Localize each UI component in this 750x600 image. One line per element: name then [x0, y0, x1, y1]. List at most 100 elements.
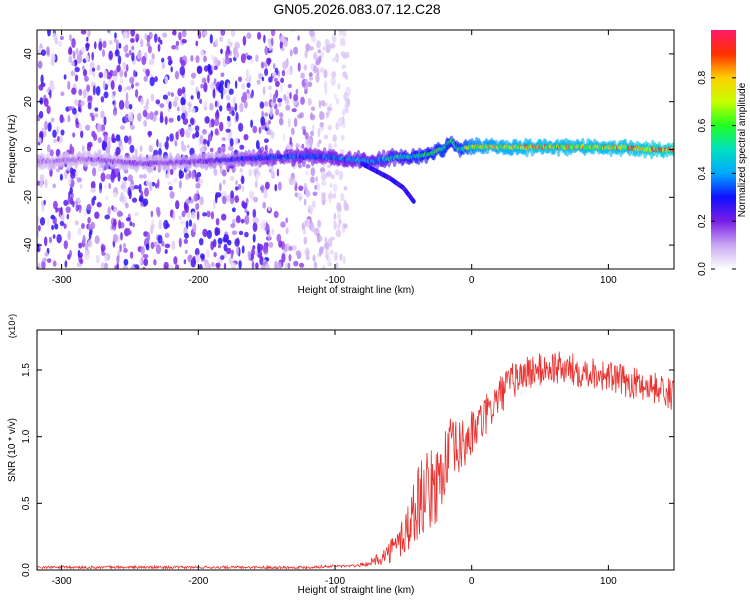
noise-cell — [260, 61, 265, 69]
noise-cell — [265, 181, 270, 190]
noise-cell — [305, 43, 311, 52]
noise-cell — [70, 70, 76, 77]
noise-cell — [213, 199, 216, 210]
noise-cell — [154, 33, 158, 43]
noise-cell — [123, 258, 129, 266]
noise-cell — [289, 136, 293, 146]
noise-cell — [52, 234, 56, 239]
noise-cell — [210, 211, 214, 220]
noise-cell — [132, 222, 135, 228]
noise-cell — [67, 230, 71, 241]
noise-cell — [188, 105, 192, 113]
x-tick-label: -200 — [188, 576, 208, 587]
noise-cell — [191, 170, 196, 180]
noise-cell — [146, 232, 151, 242]
noise-cell — [196, 90, 201, 100]
noise-cell — [50, 214, 55, 220]
noise-cell — [190, 55, 194, 62]
noise-cell — [254, 217, 259, 224]
noise-cell — [151, 181, 156, 187]
noise-cell — [44, 178, 48, 189]
noise-cell — [130, 179, 134, 185]
noise-cell — [69, 187, 73, 195]
noise-cell — [255, 262, 259, 269]
noise-cell — [184, 232, 189, 239]
noise-cell — [87, 30, 91, 38]
noise-cell — [304, 89, 308, 95]
colorbar-tick-label: 0.2 — [697, 214, 708, 228]
noise-cell — [180, 59, 186, 67]
noise-cell — [171, 45, 177, 50]
noise-cell — [80, 100, 85, 107]
noise-cell — [295, 88, 299, 95]
noise-cell — [230, 223, 236, 229]
noise-cell — [240, 177, 245, 183]
noise-cell — [246, 82, 251, 88]
noise-cell — [279, 35, 285, 43]
noise-cell — [63, 199, 69, 206]
noise-cell — [254, 180, 258, 189]
noise-cell — [172, 178, 178, 184]
noise-cell — [195, 40, 199, 47]
noise-cell — [99, 182, 103, 190]
noise-cell — [85, 42, 90, 49]
noise-cell — [274, 184, 278, 192]
noise-cell — [115, 134, 121, 142]
noise-cell — [322, 265, 326, 269]
noise-cell — [242, 91, 248, 102]
noise-cell — [149, 76, 155, 87]
noise-cell — [143, 174, 147, 179]
noise-cell — [93, 195, 97, 201]
noise-cell — [56, 136, 60, 142]
noise-cell — [78, 88, 83, 96]
noise-cell — [282, 60, 288, 70]
noise-cell — [213, 78, 217, 84]
noise-cell — [112, 233, 118, 243]
noise-cell — [101, 251, 106, 256]
noise-cell — [168, 117, 174, 123]
noise-cell — [287, 83, 292, 89]
noise-cell — [283, 133, 286, 142]
noise-cell — [321, 192, 326, 199]
noise-cell — [44, 236, 48, 247]
noise-cell — [288, 254, 292, 262]
noise-cell — [278, 261, 282, 269]
noise-cell — [229, 138, 234, 147]
noise-cell — [317, 219, 322, 228]
noise-cell — [256, 79, 261, 85]
noise-cell — [164, 140, 169, 150]
noise-cell — [305, 249, 310, 259]
noise-cell — [113, 192, 118, 198]
noise-cell — [107, 30, 111, 34]
noise-cell — [130, 38, 135, 43]
noise-cell — [100, 110, 105, 119]
noise-cell — [96, 201, 102, 208]
noise-cell — [329, 250, 335, 255]
noise-cell — [304, 78, 308, 85]
y-tick-label: 0.0 — [21, 563, 32, 577]
x-tick-label: 0 — [469, 576, 475, 587]
noise-cell — [235, 180, 238, 186]
noise-cell — [219, 121, 224, 132]
noise-cell — [309, 30, 315, 37]
noise-cell — [37, 243, 40, 252]
noise-cell — [102, 49, 105, 58]
noise-cell — [46, 46, 50, 56]
noise-cell — [153, 259, 157, 266]
colorbar-gradient — [711, 30, 736, 269]
noise-cell — [128, 189, 132, 200]
noise-cell — [178, 237, 182, 248]
noise-cell — [345, 203, 349, 211]
colorbar-tick-label: 0.4 — [697, 166, 708, 180]
noise-cell — [231, 230, 238, 236]
noise-cell — [332, 193, 337, 199]
noise-cell — [329, 43, 335, 49]
noise-cell — [202, 212, 207, 217]
noise-cell — [266, 121, 269, 129]
noise-cell — [39, 174, 45, 182]
chart-title: GN05.2026.083.07.12.C28 — [273, 1, 441, 17]
noise-cell — [234, 41, 240, 50]
noise-cell — [235, 137, 239, 145]
noise-cell — [110, 173, 115, 183]
noise-cell — [241, 185, 245, 192]
